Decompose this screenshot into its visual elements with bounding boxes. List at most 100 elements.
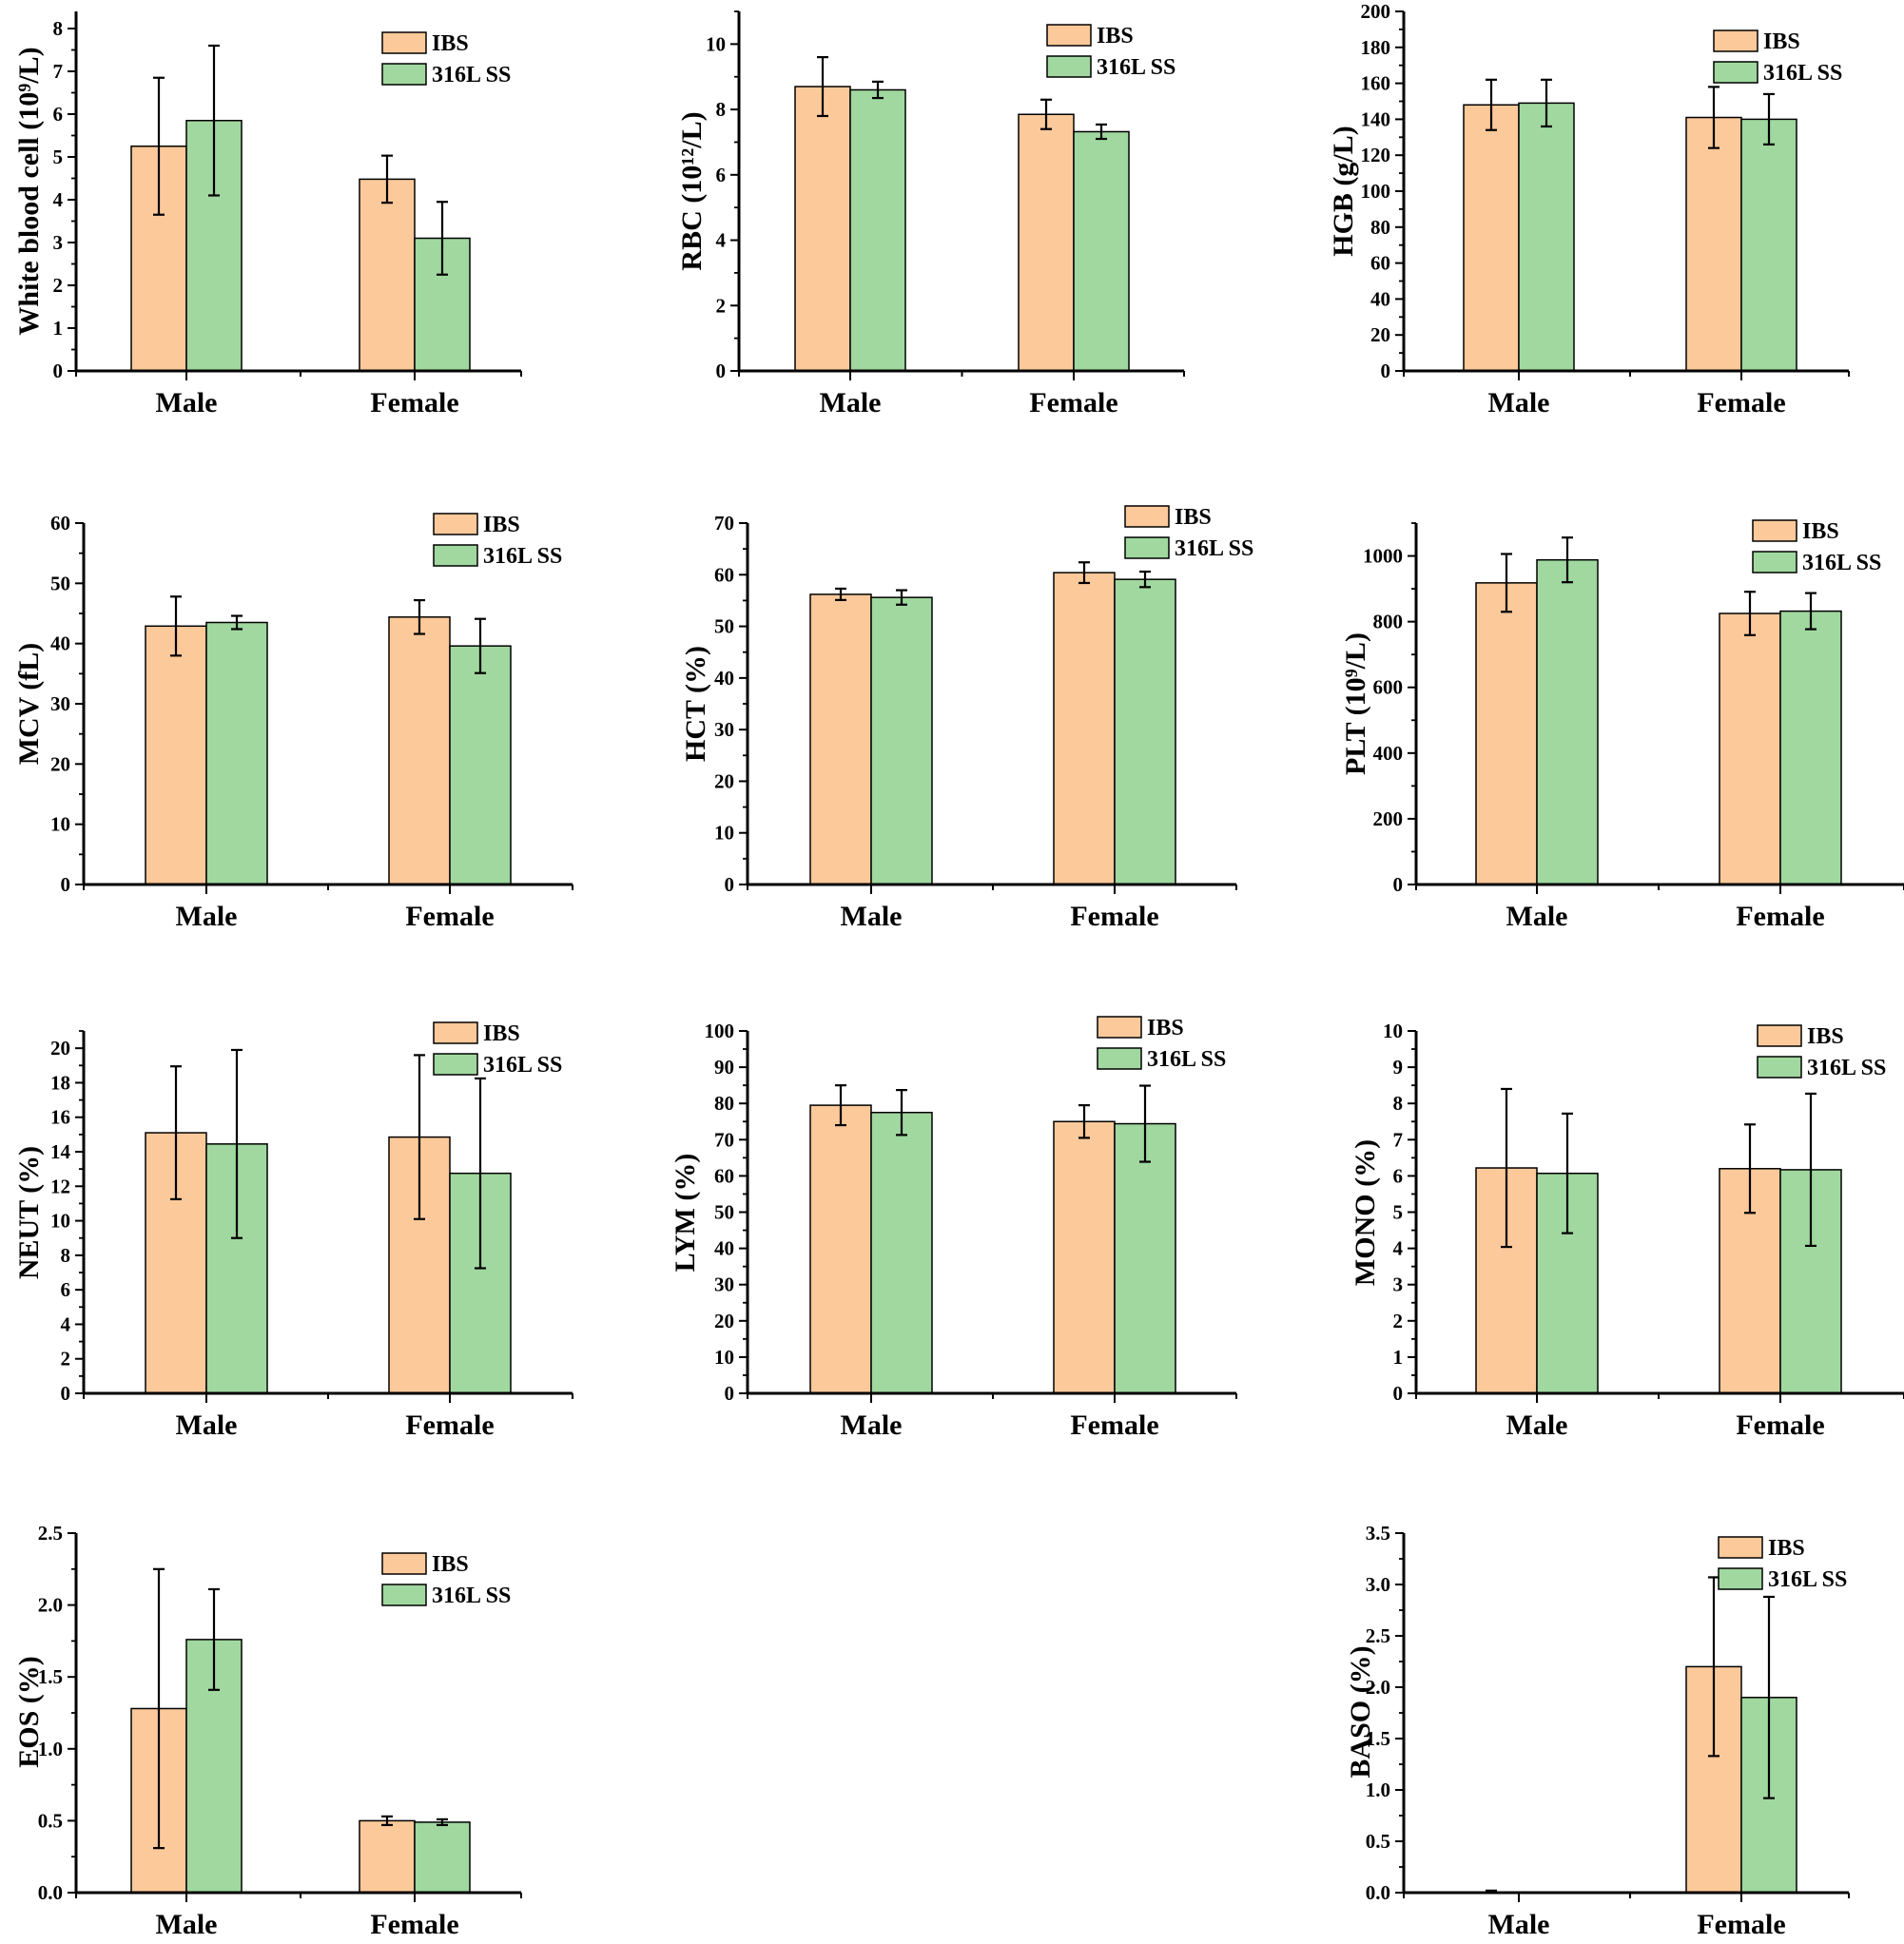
x-category-label-female: Female bbox=[1697, 1909, 1785, 1940]
legend-swatch-316l bbox=[1718, 1567, 1763, 1590]
chart-panel-baso: 0.0 0.5 1.0 1.5 2.0 2.5 3.0 3.5 Male Female BASO (… bbox=[1345, 1522, 1850, 1940]
legend-swatch-316l bbox=[1757, 1056, 1802, 1079]
y-tick-label-neut: 12 bbox=[50, 1175, 70, 1197]
y-tick-label-mono: 8 bbox=[1393, 1092, 1404, 1115]
legend-label-316l: 316L SS bbox=[1763, 61, 1842, 86]
y-tick-label-hct: 0 bbox=[725, 873, 735, 896]
y-tick-label-lym: 90 bbox=[714, 1056, 734, 1079]
y-tick-label-mono: 10 bbox=[1383, 1020, 1403, 1042]
legend-swatch-ibs bbox=[1752, 519, 1797, 542]
bar-hct-ibs-female bbox=[1053, 572, 1116, 885]
y-axis-label-wbc: White blood cell (10⁹/L) bbox=[13, 47, 45, 335]
chart-panel-rbc: 0 2 4 6 8 10 Male Female RBC (10¹²/L) IBS 316L SS bbox=[676, 10, 1185, 418]
bar-hgb-ibs-female bbox=[1685, 116, 1742, 372]
y-tick-label-baso: 1.0 bbox=[1366, 1779, 1390, 1801]
y-tick-label-neut: 10 bbox=[50, 1210, 70, 1233]
y-tick-label-lym: 10 bbox=[714, 1346, 734, 1369]
bar-hgb-316l-male bbox=[1518, 102, 1575, 372]
y-tick-label-hct: 10 bbox=[714, 822, 734, 845]
y-tick-label-hgb: 200 bbox=[1361, 0, 1391, 23]
legend-swatch-ibs bbox=[1713, 29, 1758, 52]
chart-panel-mono: 0 1 2 3 4 5 6 7 8 9 10 Male Female MONO (%) IBS 316L SS bbox=[1350, 1020, 1904, 1441]
y-tick-label-rbc: 6 bbox=[716, 164, 727, 186]
x-category-label-male: Male bbox=[176, 1409, 238, 1441]
legend-label-316l: 316L SS bbox=[1147, 1047, 1226, 1072]
legend-label-ibs: IBS bbox=[1097, 24, 1134, 49]
bar-lym-316l-female bbox=[1114, 1122, 1176, 1394]
bar-plt-ibs-male bbox=[1475, 582, 1538, 885]
y-tick-label-mono: 2 bbox=[1393, 1310, 1404, 1332]
legend-label-ibs: IBS bbox=[432, 1552, 469, 1577]
y-tick-label-mono: 3 bbox=[1393, 1273, 1404, 1296]
x-category-label-male: Male bbox=[156, 387, 218, 418]
legend-label-ibs: IBS bbox=[1147, 1016, 1184, 1040]
y-tick-label-mono: 0 bbox=[1393, 1382, 1404, 1405]
x-category-label-male: Male bbox=[841, 901, 903, 932]
bar-hgb-316l-female bbox=[1740, 118, 1797, 372]
y-tick-label-eos: 0.0 bbox=[38, 1881, 63, 1904]
y-axis-label-hgb: HGB (g/L) bbox=[1328, 126, 1359, 257]
y-axis-label-lym: LYM (%) bbox=[670, 1154, 701, 1273]
y-tick-label-hgb: 40 bbox=[1370, 287, 1390, 310]
y-tick-label-lym: 70 bbox=[714, 1128, 734, 1151]
y-tick-label-lym: 80 bbox=[714, 1092, 734, 1115]
y-tick-label-neut: 2 bbox=[61, 1348, 71, 1371]
y-tick-label-baso: 0.5 bbox=[1366, 1830, 1390, 1853]
y-tick-label-mono: 1 bbox=[1393, 1346, 1404, 1369]
y-tick-label-wbc: 3 bbox=[53, 231, 64, 254]
chart-panel-hct: 0 10 20 30 40 50 60 70 Male Female HCT (%) IBS 316L … bbox=[680, 505, 1253, 932]
y-tick-label-lym: 60 bbox=[714, 1164, 734, 1187]
x-category-label-male: Male bbox=[176, 901, 238, 932]
y-tick-label-neut: 4 bbox=[61, 1312, 71, 1335]
x-category-label-male: Male bbox=[1488, 1909, 1550, 1940]
chart-panel-wbc: 0 1 2 3 4 5 6 7 8 Male Female White blood cell (10⁹… bbox=[13, 11, 522, 418]
y-tick-label-mono: 7 bbox=[1393, 1128, 1404, 1151]
chart-panel-hgb: 0 20 40 60 80 100 120 140 160 180 200 Male Female HGB… bbox=[1328, 0, 1850, 418]
y-tick-label-plt: 200 bbox=[1373, 807, 1404, 830]
y-tick-label-neut: 8 bbox=[61, 1244, 71, 1267]
legend-label-ibs: IBS bbox=[432, 31, 469, 56]
legend-label-ibs: IBS bbox=[483, 1021, 520, 1046]
legend-label-ibs: IBS bbox=[1807, 1024, 1844, 1049]
legend-swatch-ibs bbox=[1757, 1024, 1802, 1047]
y-tick-label-mono: 4 bbox=[1393, 1237, 1404, 1260]
chart-panel-neut: 0 2 4 6 8 10 12 14 16 18 20 Male Female NEUT (%) IBS 31… bbox=[13, 1021, 573, 1441]
x-category-label-female: Female bbox=[1736, 901, 1824, 932]
y-tick-label-hgb: 60 bbox=[1370, 252, 1390, 275]
y-tick-label-plt: 600 bbox=[1373, 676, 1404, 699]
y-tick-label-hct: 50 bbox=[714, 615, 734, 638]
bar-mcv-ibs-male bbox=[145, 625, 207, 885]
y-tick-label-hct: 30 bbox=[714, 718, 734, 741]
y-tick-label-plt: 800 bbox=[1373, 611, 1404, 633]
legend-label-ibs: IBS bbox=[483, 513, 520, 537]
bar-lym-316l-male bbox=[870, 1111, 933, 1394]
y-axis-label-plt: PLT (10⁹/L) bbox=[1340, 632, 1371, 775]
bar-rbc-316l-female bbox=[1073, 130, 1130, 372]
y-tick-label-wbc: 1 bbox=[53, 317, 64, 340]
bar-hct-316l-male bbox=[870, 596, 933, 885]
y-tick-label-plt: 0 bbox=[1393, 873, 1404, 896]
y-tick-label-rbc: 2 bbox=[716, 294, 727, 317]
x-category-label-female: Female bbox=[405, 1409, 494, 1441]
y-tick-label-rbc: 0 bbox=[716, 360, 727, 382]
y-axis-label-rbc: RBC (10¹²/L) bbox=[676, 111, 708, 270]
y-tick-label-mcv: 40 bbox=[50, 632, 70, 655]
bar-wbc-ibs-female bbox=[359, 178, 416, 372]
y-axis-label-hct: HCT (%) bbox=[680, 646, 711, 762]
y-tick-label-plt: 400 bbox=[1373, 742, 1404, 765]
y-tick-label-hgb: 20 bbox=[1370, 323, 1390, 346]
legend-label-ibs: IBS bbox=[1768, 1536, 1805, 1561]
legend-label-316l: 316L SS bbox=[1097, 55, 1175, 80]
y-tick-label-hct: 20 bbox=[714, 769, 734, 792]
y-tick-label-mcv: 50 bbox=[50, 572, 70, 594]
y-tick-label-rbc: 10 bbox=[706, 32, 726, 55]
legend-swatch-ibs bbox=[381, 1552, 427, 1575]
legend-swatch-316l bbox=[1752, 551, 1797, 573]
bar-lym-ibs-male bbox=[809, 1104, 872, 1394]
legend-label-ibs: IBS bbox=[1175, 505, 1212, 530]
y-tick-label-hgb: 0 bbox=[1381, 360, 1391, 382]
y-tick-label-lym: 20 bbox=[714, 1310, 734, 1332]
y-tick-label-neut: 14 bbox=[50, 1140, 71, 1163]
y-tick-label-wbc: 4 bbox=[53, 188, 64, 211]
